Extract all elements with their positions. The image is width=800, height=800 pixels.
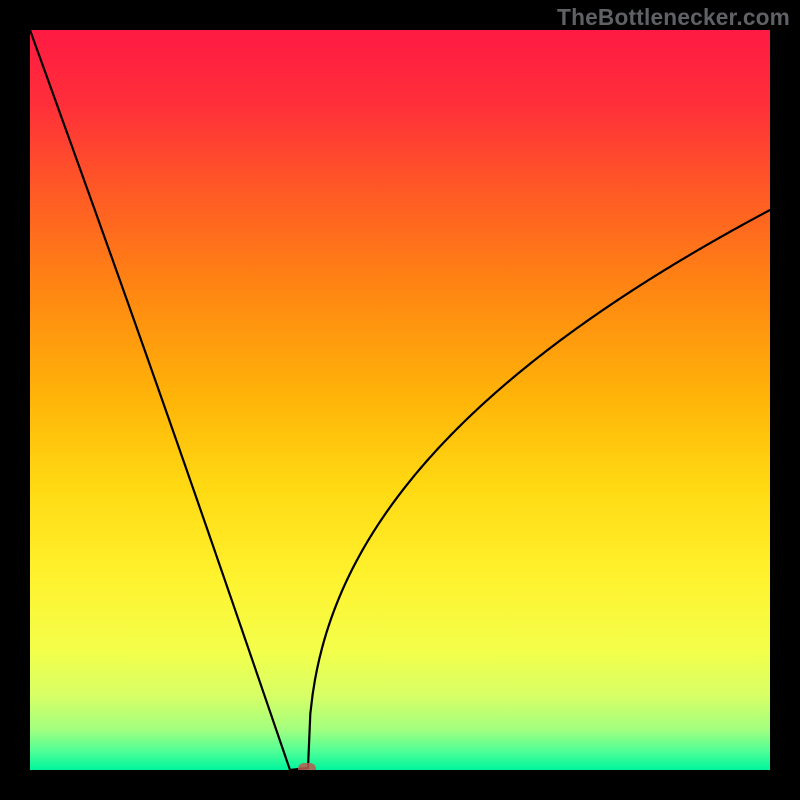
chart-stage: TheBottlenecker.com	[0, 0, 800, 800]
bottleneck-chart	[0, 0, 800, 800]
plot-background-gradient	[30, 30, 770, 770]
